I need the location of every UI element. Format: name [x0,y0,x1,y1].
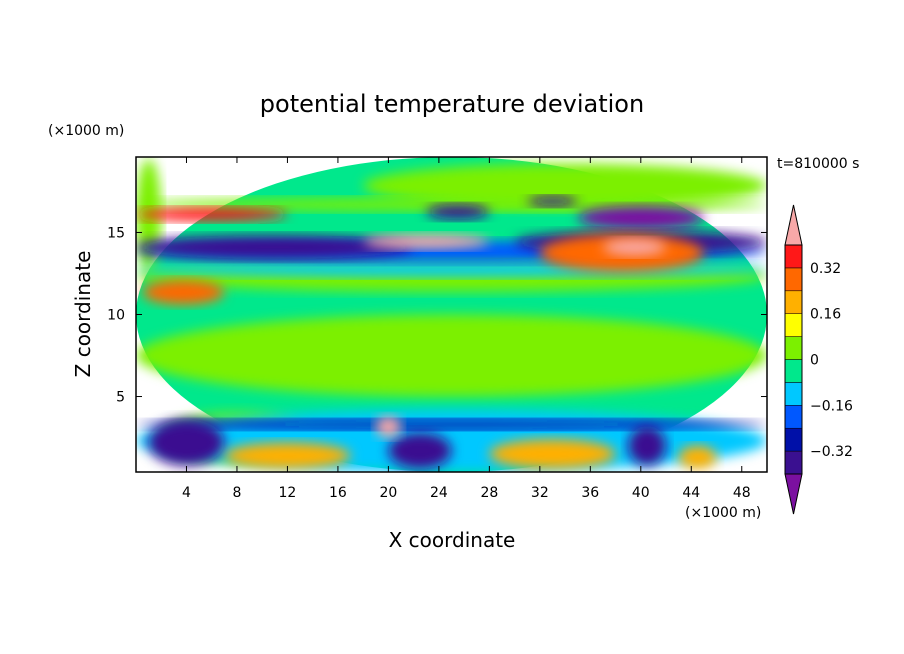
x-axis: 4 8 12 16 20 24 28 32 36 40 44 48 [182,157,751,501]
colorbar-swatch [784,244,803,269]
colorbar-label: −0.16 [810,398,853,414]
colorbar-swatch [784,267,803,292]
contour-region-13 [577,206,704,230]
contour-region-22 [388,432,452,469]
colorbar-swatch [784,359,803,383]
contour-region-25 [489,439,616,469]
contour-region-3 [363,163,767,208]
contour-region-20 [136,419,767,430]
x-tick-label: 12 [279,485,297,501]
x-tick-label: 24 [430,485,448,501]
x-tick-label: 36 [581,485,599,501]
x-axis-title: X coordinate [389,528,516,552]
colorbar-frame [784,244,803,475]
colorbar-swatch [784,450,803,475]
contour-region-23 [628,426,667,466]
plot-area [136,157,767,472]
x-tick-label: 48 [733,485,751,501]
colorbar-swatch [784,382,803,406]
x-tick-label: 28 [480,485,498,501]
y-unit-label: (×1000 m) [48,123,124,139]
x-tick-label: 4 [182,485,191,501]
contour-region-19 [136,409,767,472]
x-tick-label: 20 [379,485,397,501]
contour-region-17 [602,239,667,256]
y-tick-label: 10 [107,308,125,324]
colorbar-swatch [784,313,803,337]
colorbar-swatch [784,405,803,429]
x-tick-label: 32 [531,485,549,501]
colorbar-label: 0 [810,353,819,369]
y-axis: 5 10 15 [107,225,767,406]
x-tick-label: 8 [232,485,241,501]
colorbar-min-arrow [784,473,803,515]
colorbar-label: 0.16 [810,307,841,323]
y-axis-title: Z coordinate [71,251,95,378]
contour-region-1 [136,314,767,397]
colorbar: 0.32 0.16 0 −0.16 −0.32 [784,204,853,515]
chart-title: potential temperature deviation [260,90,644,118]
colorbar-swatch [784,427,803,452]
colorbar-swatch [784,290,803,314]
contour-region-24 [224,442,351,469]
y-tick-label: 15 [107,225,125,241]
contour-region-18 [142,280,225,305]
x-tick-label: 44 [682,485,700,501]
colorbar-max-arrow [784,204,803,246]
y-tick-label: 5 [116,390,125,406]
contour-region-15 [363,234,490,249]
time-label: t=810000 s [777,156,859,172]
colorbar-label: −0.32 [810,444,853,460]
contour-region-26 [375,416,402,438]
x-tick-label: 40 [632,485,650,501]
x-tick-label: 16 [329,485,347,501]
colorbar-label: 0.32 [810,261,841,277]
contour-region-12 [426,204,490,220]
contour-region-11 [136,207,288,221]
contour-region-27 [678,445,717,469]
contour-region-9 [136,235,414,259]
contour-region-14 [527,196,578,207]
x-unit-label: (×1000 m) [685,505,761,521]
colorbar-swatch [784,336,803,360]
contour-region-21 [148,419,225,466]
